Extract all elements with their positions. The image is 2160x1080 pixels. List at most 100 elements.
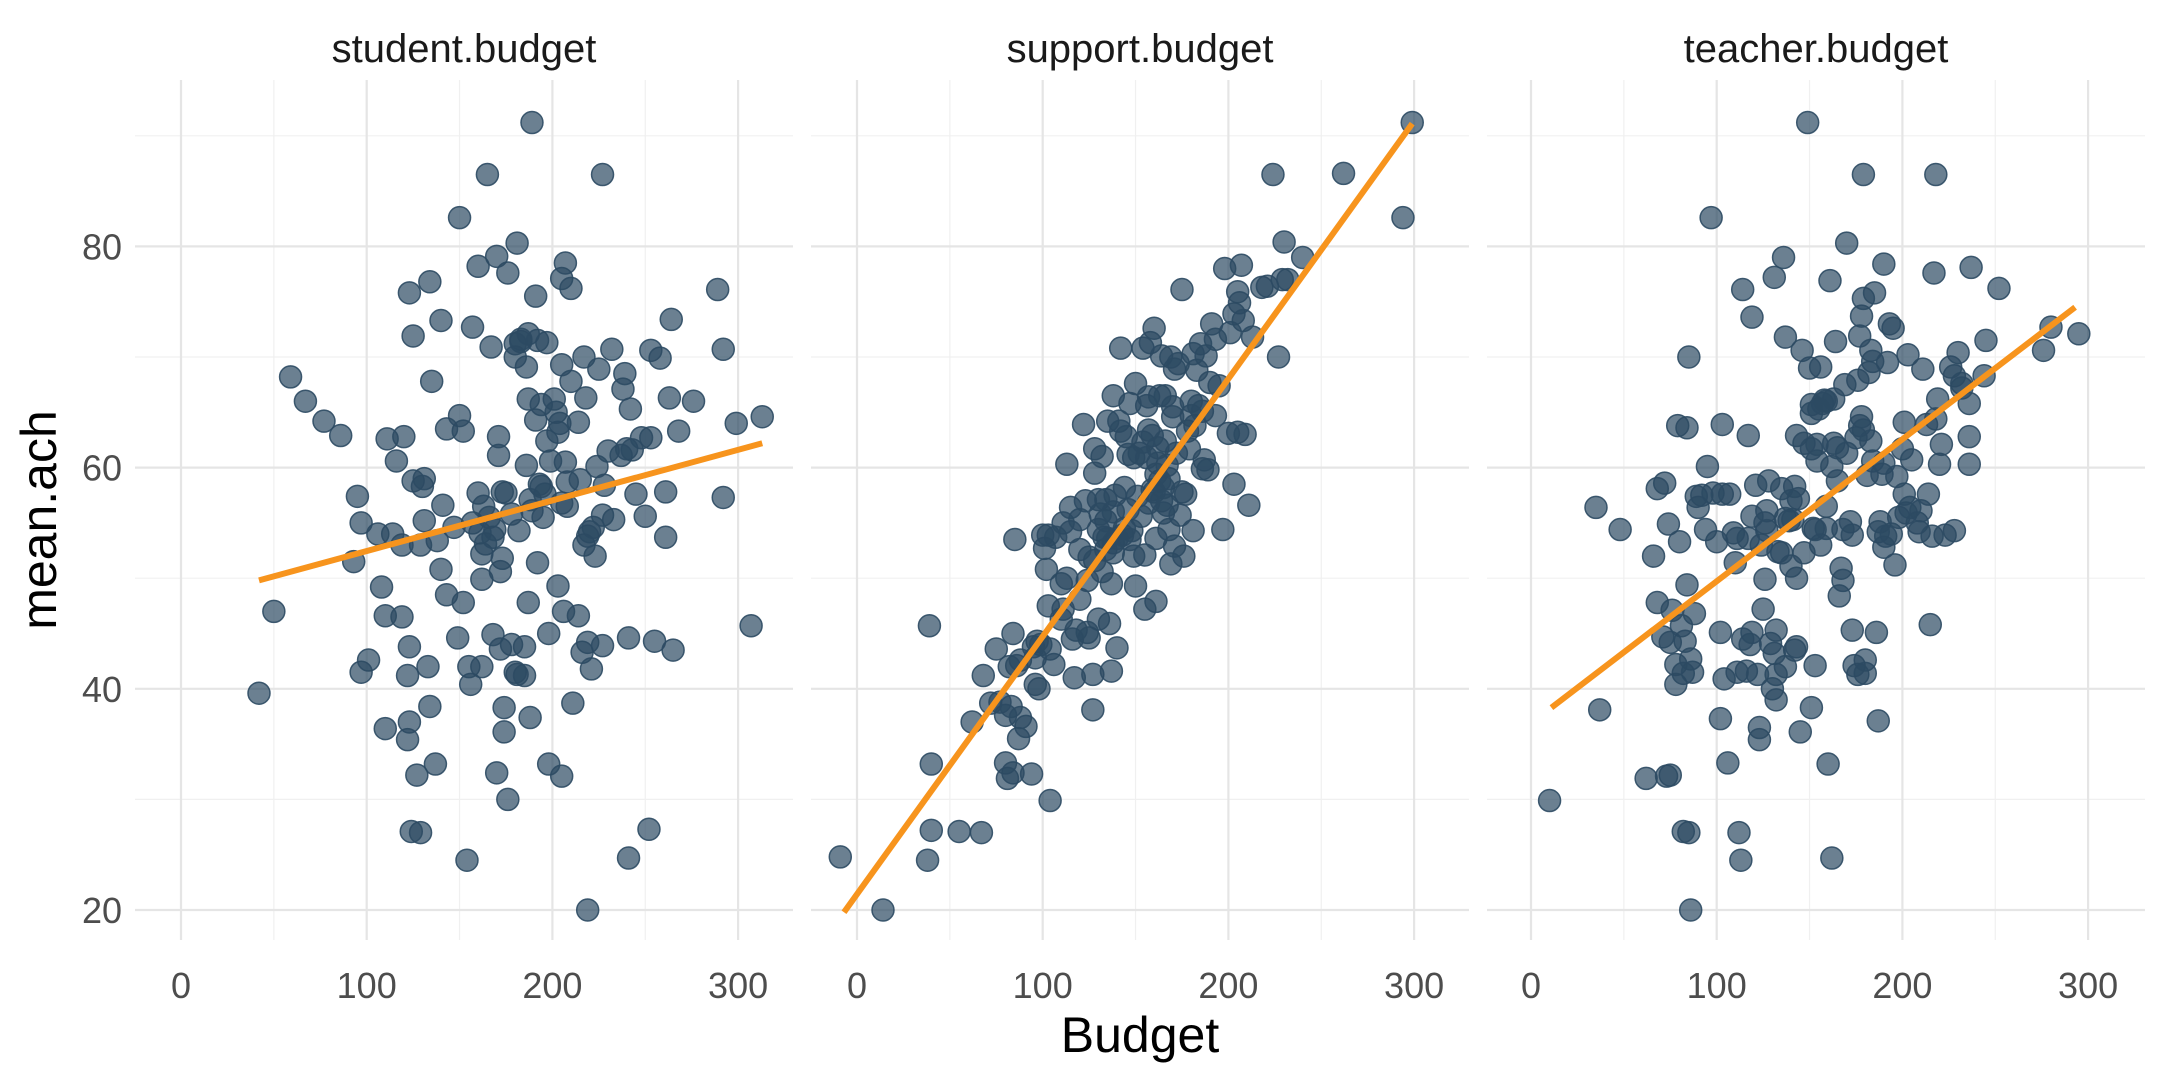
data-point — [1634, 766, 1658, 791]
x-tick-label: 0 — [171, 965, 191, 1006]
data-point — [373, 716, 398, 741]
data-point — [1987, 276, 2011, 301]
data-point — [1820, 846, 1844, 870]
data-point — [1740, 620, 1764, 645]
data-point — [1862, 281, 1887, 305]
data-point — [1233, 422, 1257, 447]
data-point — [1680, 660, 1705, 684]
data-point — [418, 694, 442, 719]
data-point — [1799, 695, 1824, 720]
data-point — [661, 638, 685, 662]
data-point — [390, 605, 414, 629]
data-point — [566, 604, 591, 628]
data-point — [1918, 612, 1943, 637]
data-point — [1803, 653, 1827, 678]
data-point — [1834, 231, 1859, 255]
data-point — [1818, 268, 1842, 293]
data-point — [1808, 355, 1833, 379]
data-point — [1667, 529, 1692, 554]
data-point — [590, 633, 615, 658]
data-point — [653, 525, 678, 550]
data-point — [397, 635, 422, 659]
data-point — [492, 720, 516, 744]
data-point — [395, 663, 420, 688]
data-point — [1019, 762, 1044, 786]
data-point — [618, 397, 643, 421]
data-point — [633, 504, 657, 529]
data-point — [1946, 340, 1970, 365]
data-point — [1883, 553, 1907, 577]
data-point — [518, 705, 542, 730]
data-point — [1881, 316, 1905, 340]
data-point — [1957, 452, 1982, 477]
data-point — [919, 752, 944, 776]
data-point — [1537, 788, 1562, 813]
data-point — [1927, 452, 1952, 477]
x-axis-title: Budget — [1061, 1007, 1220, 1063]
data-point — [496, 787, 520, 812]
data-point — [1678, 898, 1703, 922]
panel-title: support.budget — [1007, 27, 1274, 71]
data-point — [1173, 482, 1198, 506]
data-point — [1237, 493, 1261, 517]
data-point — [312, 409, 336, 433]
data-point — [1974, 328, 1998, 353]
data-point — [1099, 571, 1124, 596]
data-point — [1108, 336, 1133, 360]
data-point — [971, 663, 996, 688]
data-point — [458, 672, 483, 697]
data-point — [1957, 391, 1982, 416]
x-tick-label: 300 — [708, 965, 768, 1006]
data-point — [1055, 566, 1079, 590]
data-point — [392, 424, 416, 449]
data-point — [514, 355, 539, 379]
data-point — [1916, 482, 1941, 506]
data-point — [1099, 659, 1124, 683]
data-point — [601, 507, 626, 532]
data-point — [1795, 110, 1820, 135]
y-tick-label: 20 — [82, 890, 122, 931]
data-point — [490, 546, 515, 571]
data-point — [1866, 709, 1891, 733]
data-point — [1875, 350, 1900, 375]
data-point — [1717, 482, 1742, 506]
data-point — [2031, 338, 2056, 363]
panel-title: teacher.budget — [1684, 27, 1949, 71]
data-point — [1222, 472, 1246, 496]
data-point — [1675, 416, 1699, 440]
data-point — [616, 626, 641, 650]
x-tick-label: 100 — [1013, 965, 1073, 1006]
y-tick-label: 60 — [82, 448, 122, 489]
data-point — [917, 614, 942, 638]
data-point — [1851, 162, 1876, 187]
data-point — [546, 574, 570, 598]
data-point — [1747, 715, 1772, 740]
data-point — [1042, 652, 1066, 677]
data-point — [1773, 325, 1798, 349]
regression-line — [1549, 304, 2077, 710]
data-point — [1708, 706, 1733, 731]
data-point — [1708, 620, 1733, 645]
data-point — [1261, 162, 1285, 187]
data-point — [516, 590, 541, 615]
data-point — [1911, 357, 1935, 381]
data-point — [408, 820, 433, 845]
data-point — [494, 481, 518, 505]
data-point — [919, 818, 944, 843]
data-point — [1608, 517, 1632, 542]
data-point — [559, 276, 583, 301]
data-point — [969, 820, 994, 845]
data-point — [1266, 345, 1291, 369]
data-point — [1003, 527, 1027, 552]
data-point — [681, 389, 706, 413]
data-point — [345, 484, 370, 509]
data-point — [705, 277, 730, 302]
data-point — [328, 423, 353, 448]
data-point — [412, 508, 437, 533]
data-point — [1764, 618, 1788, 642]
data-point — [590, 162, 615, 187]
data-point — [1864, 620, 1889, 645]
data-point — [1695, 454, 1720, 479]
data-point — [369, 575, 394, 599]
data-point — [639, 425, 663, 450]
